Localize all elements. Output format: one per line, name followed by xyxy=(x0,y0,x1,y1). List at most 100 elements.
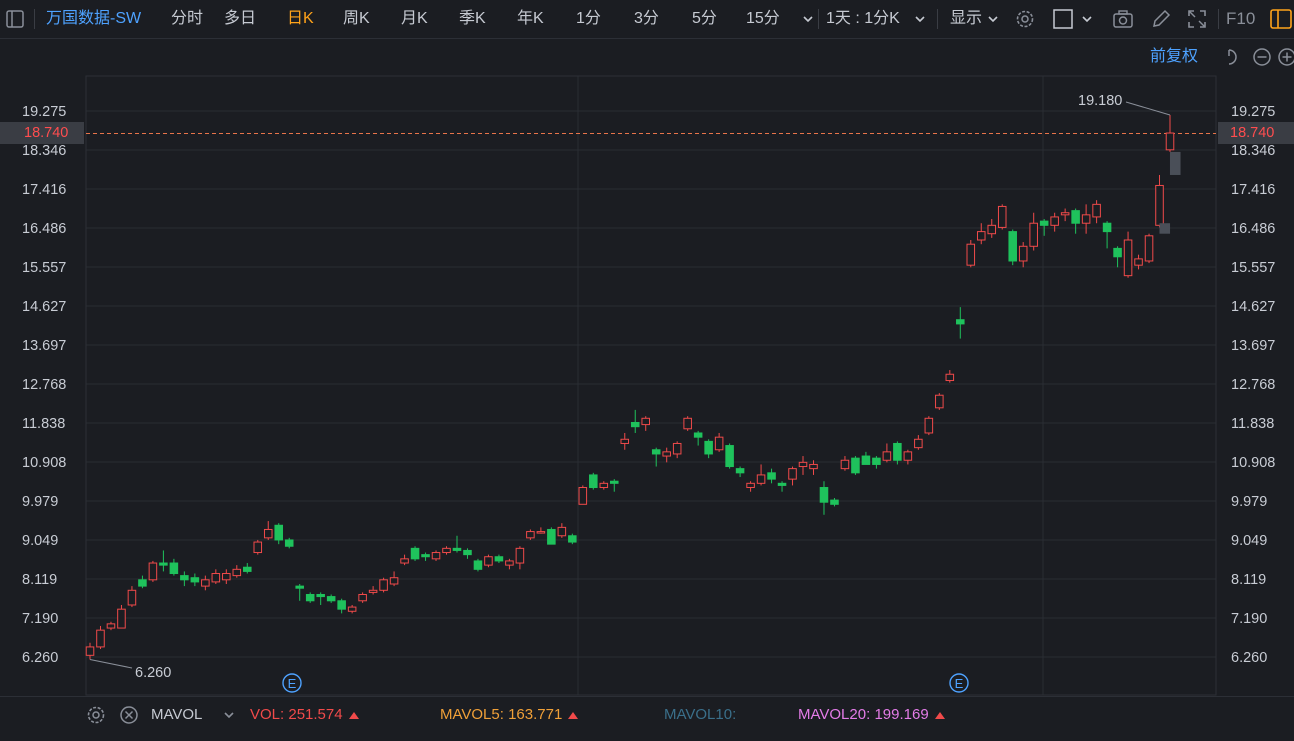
tab-daily-k[interactable]: 日K xyxy=(287,10,314,27)
event-marker-icon[interactable]: E xyxy=(282,673,302,693)
chevron-down-icon[interactable] xyxy=(982,8,1004,30)
chevron-down-icon[interactable] xyxy=(797,8,819,30)
camera-icon[interactable] xyxy=(1112,8,1134,30)
panel-layout-icon[interactable] xyxy=(1268,8,1292,30)
candle xyxy=(536,527,546,534)
candle xyxy=(987,219,997,238)
candle-body-up xyxy=(1029,222,1038,247)
candle-body-down xyxy=(295,585,304,589)
candle-body-up xyxy=(431,552,441,560)
candle-body-up xyxy=(379,579,388,591)
tab-multi-day[interactable]: 多日 xyxy=(224,10,257,27)
tab-yearly-k[interactable]: 年K xyxy=(517,10,544,27)
tab-intraday[interactable]: 分时 xyxy=(171,10,204,27)
candle xyxy=(1123,231,1133,278)
zoom-in-icon[interactable] xyxy=(1276,46,1294,68)
stock-name[interactable]: 万国数据-SW xyxy=(46,10,142,27)
candle-body-down xyxy=(767,472,776,480)
candle xyxy=(253,539,263,555)
gear-icon[interactable] xyxy=(1014,8,1036,30)
candle xyxy=(1029,212,1038,251)
candle xyxy=(777,481,787,492)
tab-1min[interactable]: 1分 xyxy=(576,10,601,27)
candle xyxy=(788,466,797,486)
candle-body-down xyxy=(651,449,661,455)
candle xyxy=(305,592,315,603)
candle xyxy=(1113,246,1122,268)
mavol20-label: MAVOL20: xyxy=(798,706,871,723)
mavol5-readout: MAVOL5: 163.771 xyxy=(440,697,579,733)
price-tick-right: 13.697 xyxy=(1231,338,1275,354)
f10-button[interactable]: F10 xyxy=(1226,9,1256,28)
checkbox-icon[interactable] xyxy=(1052,8,1074,30)
tab-3min[interactable]: 3分 xyxy=(634,10,659,27)
up-arrow-icon xyxy=(934,711,945,719)
candle xyxy=(368,586,378,595)
candle-body-up xyxy=(253,541,263,554)
display-menu[interactable]: 显示 xyxy=(950,10,983,27)
candle-body-down xyxy=(609,480,619,484)
price-tick-right: 16.486 xyxy=(1231,221,1275,237)
candle-body-up xyxy=(1050,216,1059,226)
price-tick-left: 18.346 xyxy=(22,143,66,159)
candle-body-up xyxy=(505,560,514,566)
indicator-name[interactable]: MAVOL xyxy=(151,706,203,723)
tab-quarterly-k[interactable]: 季K xyxy=(459,10,486,27)
candle xyxy=(117,604,126,629)
candle-body-up xyxy=(966,243,976,266)
vol-value: 251.574 xyxy=(288,706,343,723)
candle xyxy=(284,537,294,549)
event-marker-letter: E xyxy=(955,676,964,691)
chevron-down-icon[interactable] xyxy=(909,8,931,30)
close-icon[interactable] xyxy=(118,704,140,726)
candle xyxy=(473,558,483,572)
candle-body-up xyxy=(1155,184,1164,226)
candle-body-down xyxy=(725,445,734,468)
candle xyxy=(442,546,451,555)
candle xyxy=(1092,200,1101,224)
tab-monthly-k[interactable]: 月K xyxy=(401,10,428,27)
price-tick-right: 8.119 xyxy=(1231,572,1266,588)
candle xyxy=(274,523,284,545)
candle xyxy=(148,560,158,582)
candle xyxy=(914,435,923,450)
candle-body-down xyxy=(410,547,420,560)
candle xyxy=(809,460,818,475)
sidebar-toggle-icon[interactable] xyxy=(4,8,26,30)
candle-body-up xyxy=(263,528,273,539)
candle-body-down xyxy=(630,421,640,428)
candle-body-up xyxy=(368,589,378,593)
up-arrow-icon xyxy=(348,711,359,719)
undo-icon[interactable] xyxy=(1222,46,1244,68)
price-tick-left: 9.979 xyxy=(22,494,58,510)
price-tick-right: 11.838 xyxy=(1231,416,1274,432)
candle xyxy=(211,569,221,585)
candle-body-down xyxy=(326,596,336,602)
event-marker-icon[interactable]: E xyxy=(949,673,969,693)
candle xyxy=(861,451,871,465)
zoom-out-icon[interactable] xyxy=(1251,46,1273,68)
candle xyxy=(1008,229,1017,266)
candle-body-up xyxy=(599,482,609,489)
tab-5min[interactable]: 5分 xyxy=(692,10,717,27)
candle-body-down xyxy=(1102,222,1112,233)
price-tick-left: 19.275 xyxy=(22,104,66,120)
chevron-down-icon[interactable] xyxy=(1076,8,1098,30)
candlestick-chart[interactable]: 19.275 19.275 18.346 18.346 17.416 17.416 16.4… xyxy=(0,39,1294,696)
candle-body-up xyxy=(756,474,766,484)
tab-weekly-k[interactable]: 周K xyxy=(343,10,370,27)
candle-body-down xyxy=(1071,210,1080,224)
fullscreen-icon[interactable] xyxy=(1186,8,1208,30)
gear-icon[interactable] xyxy=(85,704,107,726)
candle-body-down xyxy=(830,499,839,505)
interval-select[interactable]: 1天 : 1分K xyxy=(826,10,900,27)
candle-body-up xyxy=(620,438,630,444)
candle xyxy=(1165,114,1175,152)
chevron-down-icon[interactable] xyxy=(218,704,240,726)
price-tick-left: 9.049 xyxy=(22,533,58,549)
adjust-mode-button[interactable]: 前复权 xyxy=(1150,48,1199,65)
tab-15min[interactable]: 15分 xyxy=(746,10,780,27)
divider xyxy=(818,9,819,29)
candle-body-up xyxy=(987,224,997,235)
pencil-icon[interactable] xyxy=(1150,8,1172,30)
